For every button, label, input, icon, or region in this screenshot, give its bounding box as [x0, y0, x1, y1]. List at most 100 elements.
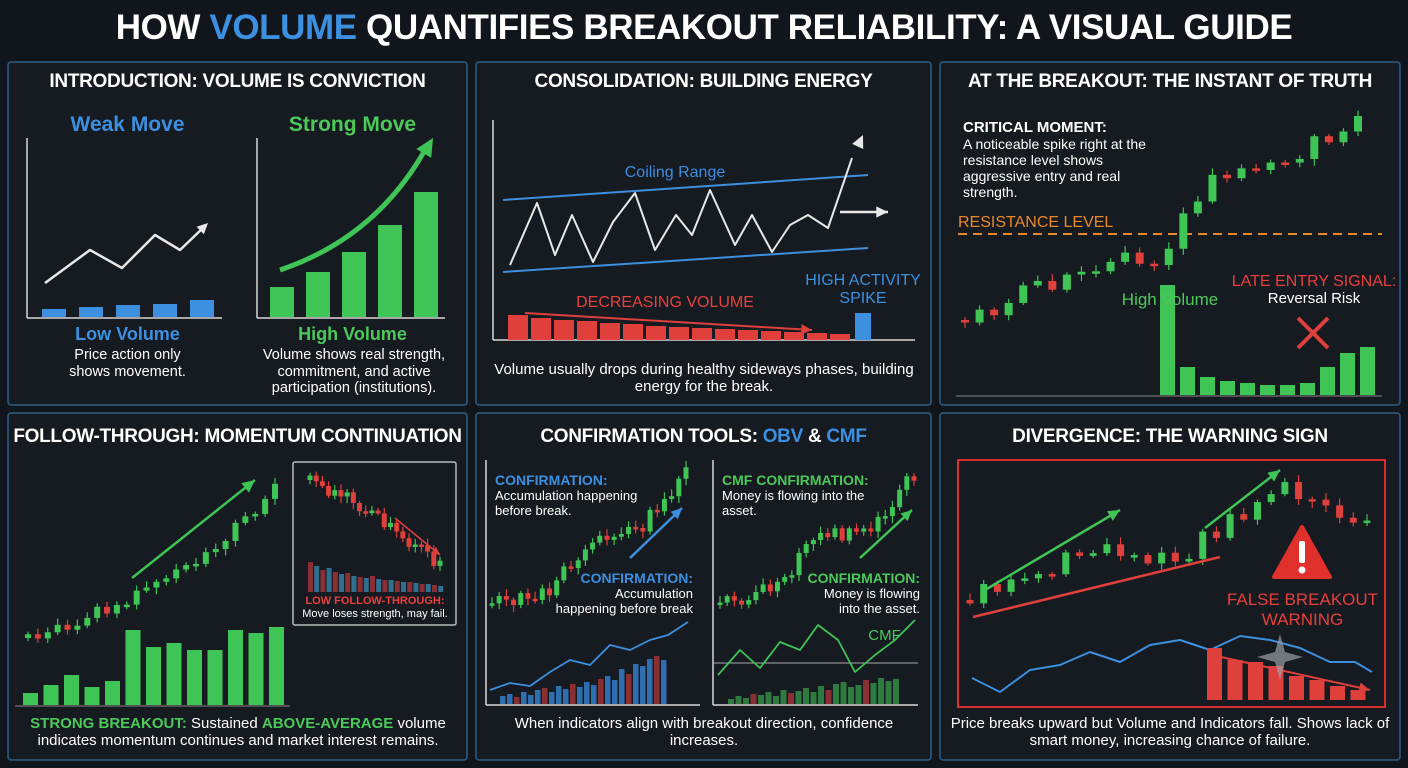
description: Price action only shows movement. — [69, 347, 186, 380]
volume-bar — [207, 650, 223, 705]
candle — [319, 481, 325, 486]
candle — [1158, 552, 1166, 564]
line — [131, 479, 256, 579]
volume-bar — [187, 650, 202, 705]
volume-bar — [893, 679, 899, 704]
candle — [1208, 174, 1217, 202]
label: DECREASING VOLUME — [576, 294, 754, 311]
candle — [647, 509, 653, 532]
candle — [546, 588, 552, 596]
volume-bar — [577, 321, 597, 340]
volume-bar — [1350, 690, 1366, 700]
candle — [1048, 574, 1056, 577]
volume-bar — [761, 331, 781, 340]
volume-bar — [357, 577, 363, 592]
volume-bar — [382, 580, 388, 592]
candle — [818, 532, 824, 541]
volume-bar — [388, 580, 394, 592]
caption: Price breaks upward but Volume and Indic… — [950, 715, 1390, 750]
volume-bar — [1260, 385, 1275, 395]
volume-bar — [870, 683, 877, 704]
arrow-head — [670, 508, 682, 520]
caption-part: Sustained — [191, 715, 258, 732]
volume-bar — [646, 326, 666, 340]
label: CONFIRMATION: — [580, 570, 694, 586]
heading-part: CMF — [826, 426, 867, 447]
volume-bar — [531, 318, 551, 340]
panel-heading: AT THE BREAKOUT: THE INSTANT OF TRUTH — [967, 71, 1373, 92]
arrow-head — [416, 138, 433, 158]
candle — [1004, 302, 1013, 316]
candle — [597, 535, 603, 543]
label: CRITICAL MOMENT: — [963, 119, 1107, 136]
volume-bar — [508, 315, 528, 340]
panel-heading: FOLLOW-THROUGH: MOMENTUM CONTINUATION — [13, 426, 462, 447]
panel — [475, 412, 932, 761]
volume-bar — [401, 582, 406, 592]
candle — [1033, 280, 1042, 286]
candle — [394, 522, 400, 532]
caption-part: volume indicates momentum continues and … — [37, 715, 446, 750]
candle — [1308, 499, 1316, 502]
volume-bar — [807, 333, 827, 340]
candle — [582, 549, 588, 561]
candle — [313, 475, 319, 482]
candle — [192, 563, 199, 567]
candle — [1253, 502, 1261, 520]
volume-bar — [626, 674, 632, 704]
label: FALSE BREAKOUT WARNING — [1226, 590, 1379, 629]
candle — [262, 498, 269, 514]
candle — [496, 595, 502, 604]
volume-bar — [332, 572, 338, 592]
candle — [1076, 552, 1084, 556]
volume-bar — [654, 656, 660, 704]
candle — [561, 566, 567, 581]
candle — [532, 598, 538, 602]
volume-bar — [780, 690, 787, 704]
volume-bar — [773, 696, 779, 704]
arrow-head — [852, 135, 864, 149]
candle — [1310, 136, 1319, 159]
candle — [875, 516, 881, 532]
trend-line — [44, 225, 206, 285]
line — [1296, 316, 1330, 350]
volume-bar — [556, 686, 562, 704]
volume-bar — [394, 581, 400, 592]
candle — [143, 587, 150, 591]
volume-bar — [795, 691, 802, 704]
label: Reversal Risk — [1267, 290, 1361, 307]
candle — [1336, 505, 1344, 518]
candle — [993, 584, 1001, 592]
candle — [1199, 531, 1207, 559]
volume-bar — [833, 684, 839, 704]
candle — [1363, 520, 1371, 524]
title-highlight: VOLUME — [209, 8, 357, 47]
line — [524, 312, 813, 331]
candle — [796, 552, 802, 576]
volume-bar — [521, 692, 527, 704]
volume-bar — [647, 659, 653, 704]
volume-bar — [598, 679, 604, 704]
heading-part: OBV — [762, 426, 804, 447]
candle — [1240, 514, 1248, 520]
candle — [575, 560, 581, 569]
candle — [34, 634, 41, 639]
volume-bar — [43, 685, 59, 705]
candle — [54, 624, 61, 633]
candle — [222, 541, 229, 549]
arrow-head — [1267, 470, 1280, 482]
candle — [810, 540, 816, 545]
volume-bar — [414, 192, 438, 317]
candle — [1212, 531, 1220, 538]
candle — [381, 513, 387, 528]
volume-bar — [535, 690, 541, 704]
title-part: HOW — [115, 8, 201, 47]
volume-bar — [378, 225, 402, 317]
volume-bar — [1340, 353, 1355, 395]
description: Volume shows real strength, commitment, … — [262, 347, 446, 397]
candle — [539, 588, 545, 600]
candle — [1034, 574, 1042, 579]
label: CONFIRMATION: — [495, 472, 608, 488]
candle — [74, 625, 81, 630]
